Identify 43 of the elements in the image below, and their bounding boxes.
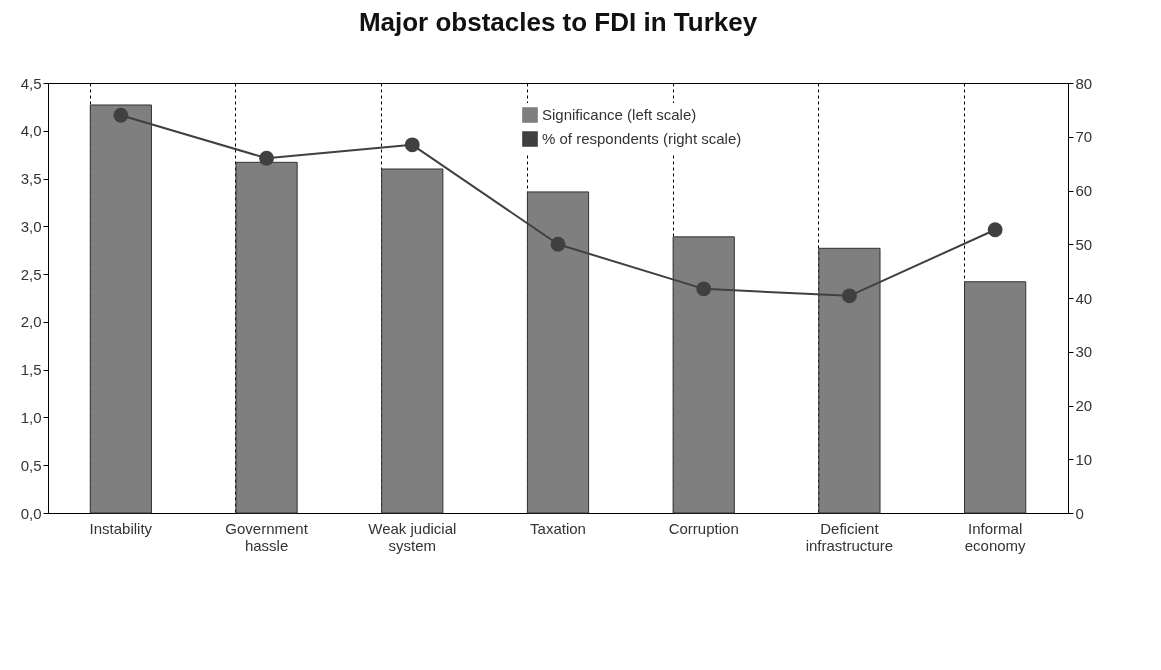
y2-tick-label: 80 — [1075, 74, 1093, 92]
x-tick-label: Deficient infrastructure — [805, 519, 894, 554]
y2-tick-label: 0 — [1075, 504, 1084, 522]
legend-label: % of respondents (right scale) — [542, 130, 742, 147]
y-tick-label: 4,5 — [20, 74, 42, 92]
x-tick-label: Government hassle — [225, 519, 309, 554]
point — [550, 236, 566, 252]
x-tick-label: Informal economy — [964, 519, 1027, 554]
bar — [818, 247, 881, 514]
bar — [672, 236, 735, 514]
x-tick-label: Weak judicial system — [368, 519, 457, 554]
y2-tick-label: 40 — [1075, 289, 1093, 307]
y-tick-label: 2,0 — [20, 313, 42, 331]
x-tick-label: Corruption — [668, 519, 739, 537]
y-tick-label: 1,5 — [20, 361, 42, 379]
y-tick-label: 3,0 — [20, 217, 42, 235]
bar — [964, 281, 1027, 514]
y2-tick-label: 30 — [1075, 343, 1093, 361]
bar — [526, 191, 590, 514]
y-tick-label: 1,0 — [20, 408, 42, 426]
bar — [235, 161, 298, 514]
chart-title: Major obstacles to FDI in Turkey — [358, 7, 758, 37]
bar — [89, 104, 152, 514]
y2-tick-label: 10 — [1075, 450, 1093, 468]
point — [259, 150, 274, 166]
bar — [381, 168, 444, 514]
x-tick-label: Instability — [89, 519, 153, 537]
point — [404, 137, 420, 153]
point — [113, 107, 129, 123]
y2-tick-label: 50 — [1075, 235, 1093, 253]
y2-tick-label: 70 — [1075, 128, 1093, 146]
y-tick-label: 2,5 — [20, 265, 42, 283]
y2-tick-label: 60 — [1075, 182, 1093, 199]
y-tick-label: 0,5 — [20, 456, 42, 474]
y2-tick-label: 20 — [1075, 397, 1093, 414]
y-tick-label: 4,0 — [20, 122, 42, 140]
x-tick-label: Taxation — [530, 519, 586, 537]
legend-label: Significance (left scale) — [542, 106, 697, 123]
point — [696, 281, 712, 297]
point — [987, 222, 1003, 238]
point — [842, 288, 857, 304]
y-tick-label: 0,0 — [20, 504, 42, 522]
y-tick-label: 3,5 — [20, 170, 42, 188]
